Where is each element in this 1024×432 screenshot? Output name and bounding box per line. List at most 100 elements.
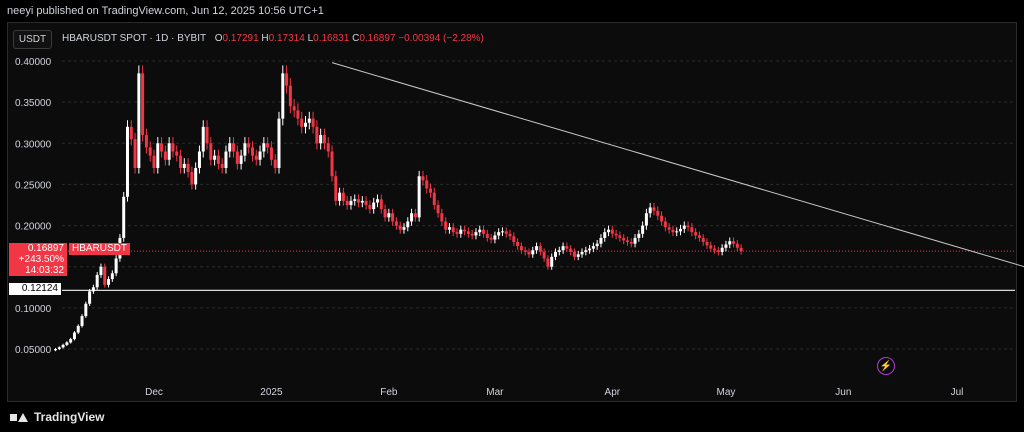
candle-body (701, 237, 705, 243)
candle-body (300, 118, 304, 127)
candle-body (194, 167, 198, 185)
candle-body (489, 237, 493, 240)
candle-body (319, 135, 323, 144)
candle-body (179, 155, 183, 168)
candle-body (451, 227, 455, 233)
candle-body (235, 151, 239, 164)
candle-body (682, 225, 686, 229)
candle-body (360, 200, 364, 203)
candle-body (732, 241, 736, 244)
candle-body (595, 243, 599, 247)
candle-body (171, 143, 175, 152)
candle-body (576, 254, 580, 257)
trendline (331, 62, 1024, 268)
candle-body (641, 225, 645, 234)
x-tick-label: 2025 (260, 387, 283, 398)
candle-body (735, 243, 739, 248)
candle-body (375, 199, 379, 203)
candle-body (364, 200, 368, 205)
chart-frame[interactable] (7, 22, 1017, 402)
candle-body (474, 232, 478, 236)
y-tick-label: 0.40000 (15, 57, 52, 68)
candle-body (137, 73, 141, 168)
ohlc-legend: HBARUSDT SPOT · 1D · BYBIT O0.17291 H0.1… (62, 33, 484, 44)
candle-body (258, 151, 262, 160)
countdown-tag: 14:03:32 (9, 265, 67, 276)
candle-body (713, 248, 717, 251)
candle-body (175, 151, 179, 156)
candle-body (57, 347, 61, 349)
candle-body (65, 342, 69, 345)
x-tick-label: Apr (605, 387, 621, 398)
y-tick-label: 0.25000 (15, 180, 52, 191)
candle-body (125, 126, 129, 197)
candle-body (554, 251, 557, 257)
candle-body (637, 233, 641, 238)
candle-body (182, 163, 186, 168)
candle-body (603, 232, 607, 238)
candle-body (629, 242, 633, 244)
candle-body (421, 176, 425, 181)
candle-body (675, 231, 679, 233)
candle-body (398, 225, 402, 230)
candle-body (591, 246, 595, 249)
candle-body (618, 235, 622, 238)
candle-body (455, 232, 459, 234)
candle-body (103, 266, 107, 285)
candle-body (281, 73, 285, 119)
candle-body (546, 258, 550, 267)
candle-body (569, 248, 573, 252)
tradingview-logo-icon (10, 412, 28, 423)
candle-body (107, 279, 111, 285)
tradingview-footer[interactable]: TradingView (10, 410, 104, 424)
candle-body (254, 155, 258, 160)
candle-body (152, 155, 156, 168)
candle-body (705, 242, 709, 246)
candle-body (436, 205, 440, 214)
candle-body (232, 143, 236, 152)
candle-body (531, 250, 535, 255)
candle-body (493, 235, 497, 240)
candle-body (209, 143, 213, 160)
candle-body (148, 147, 152, 156)
candle-body (190, 172, 194, 185)
candle-body (76, 325, 80, 333)
y-tick-label: 0.05000 (15, 345, 52, 356)
candle-body (80, 316, 84, 326)
candle-body (391, 213, 395, 222)
last-price-tag: 0.16897 (9, 243, 67, 254)
candle-body (345, 200, 349, 205)
candle-body (508, 233, 512, 237)
open-value: 0.17291 (222, 33, 259, 44)
candle-body (550, 256, 554, 267)
lightning-icon[interactable]: ⚡ (877, 357, 895, 375)
candle-body (357, 199, 361, 203)
candle-body (410, 213, 414, 222)
candle-body (216, 155, 220, 164)
candle-body (379, 199, 383, 210)
y-tick-label: 0.30000 (15, 139, 52, 150)
candle-body (542, 251, 546, 259)
currency-badge[interactable]: USDT (13, 30, 52, 49)
candle-body (485, 233, 489, 238)
candle-body (447, 227, 451, 230)
candle-body (334, 176, 338, 201)
footer-brand: TradingView (34, 410, 105, 424)
candle-body (186, 163, 190, 173)
candle-body (372, 202, 376, 210)
y-tick-label: 0.35000 (15, 98, 52, 109)
candle-body (671, 229, 675, 233)
candle-body (535, 246, 539, 251)
symbol-price-tag: HBARUSDT (69, 243, 131, 255)
candle-body (614, 233, 618, 236)
candle-body (644, 213, 648, 226)
candle-body (110, 273, 114, 280)
y-tick-label: 0.10000 (15, 304, 52, 315)
open-label: O (214, 33, 223, 44)
candle-body (739, 247, 743, 252)
candle-body (527, 251, 531, 255)
candle-body (307, 118, 311, 123)
candle-body (724, 244, 728, 248)
candle-body (201, 126, 205, 152)
